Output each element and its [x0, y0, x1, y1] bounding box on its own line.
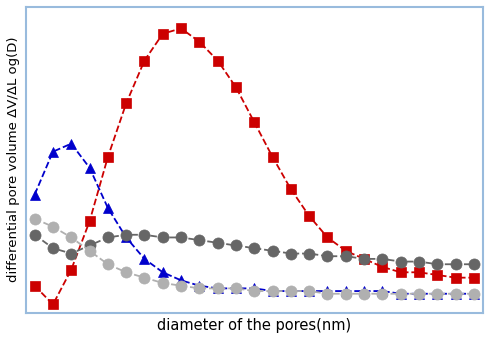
X-axis label: diameter of the pores(nm): diameter of the pores(nm) — [157, 318, 351, 333]
Y-axis label: differential pore volume ΔV/ΔL og(D): differential pore volume ΔV/ΔL og(D) — [7, 37, 20, 283]
